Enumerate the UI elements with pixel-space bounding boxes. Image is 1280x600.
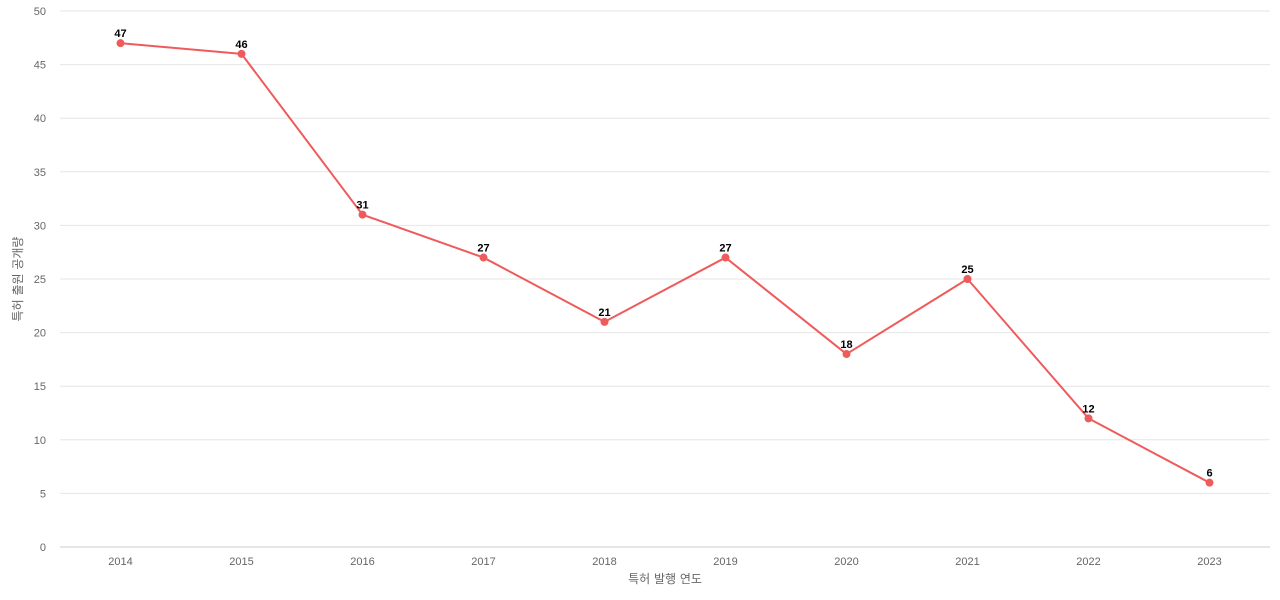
data-point[interactable] (963, 275, 972, 283)
x-tick-label: 2019 (713, 556, 737, 568)
y-tick-label: 5 (40, 488, 46, 500)
x-axis-title: 특허 발행 연도 (628, 571, 702, 586)
series-layer (116, 39, 1214, 487)
y-tick-label: 25 (34, 274, 46, 286)
axis-layer: 0 5 10 15 20 25 30 35 40 45 50 2014 2015 2016 2017 2018… (34, 6, 1270, 568)
y-axis-title: 특허 출원 공개량 (11, 237, 25, 322)
data-label: 31 (356, 200, 368, 212)
y-tick-label: 20 (34, 328, 46, 340)
data-label: 27 (477, 243, 489, 255)
series-line (120, 42, 1210, 484)
data-label: 12 (1082, 403, 1094, 415)
x-tick-label: 2020 (834, 556, 858, 568)
x-tick-label: 2017 (471, 556, 495, 568)
data-point[interactable] (358, 210, 367, 219)
x-tick-label: 2016 (350, 556, 374, 568)
data-label: 6 (1206, 468, 1212, 480)
data-point[interactable] (721, 253, 730, 262)
y-tick-label: 15 (34, 381, 46, 393)
data-point[interactable] (479, 253, 488, 262)
data-label: 18 (840, 339, 852, 351)
y-tick-label: 45 (34, 60, 46, 72)
data-label: 47 (114, 28, 126, 40)
x-tick-label: 2014 (108, 556, 132, 568)
data-point[interactable] (1084, 414, 1093, 423)
x-tick-label: 2023 (1197, 556, 1221, 568)
x-tick-label: 2015 (229, 556, 253, 568)
data-label: 27 (719, 243, 731, 255)
data-point[interactable] (237, 49, 246, 58)
data-point[interactable] (842, 350, 851, 359)
y-tick-label: 50 (34, 6, 46, 18)
y-tick-label: 35 (34, 167, 46, 179)
data-label: 46 (235, 39, 247, 51)
data-point[interactable] (600, 317, 609, 326)
y-tick-label: 0 (40, 542, 46, 554)
data-label: 21 (598, 307, 610, 319)
data-point[interactable] (1205, 478, 1214, 487)
data-label: 25 (961, 264, 973, 276)
x-tick-label: 2021 (955, 556, 979, 568)
y-tick-label: 30 (34, 220, 46, 232)
data-point[interactable] (116, 39, 125, 48)
grid-layer (60, 10, 1270, 494)
y-tick-label: 40 (34, 113, 46, 125)
y-tick-label: 10 (34, 435, 46, 447)
data-label-layer: 47 46 31 27 21 27 18 25 12 6 (114, 28, 1212, 480)
x-tick-label: 2022 (1076, 556, 1100, 568)
x-tick-label: 2018 (592, 556, 616, 568)
